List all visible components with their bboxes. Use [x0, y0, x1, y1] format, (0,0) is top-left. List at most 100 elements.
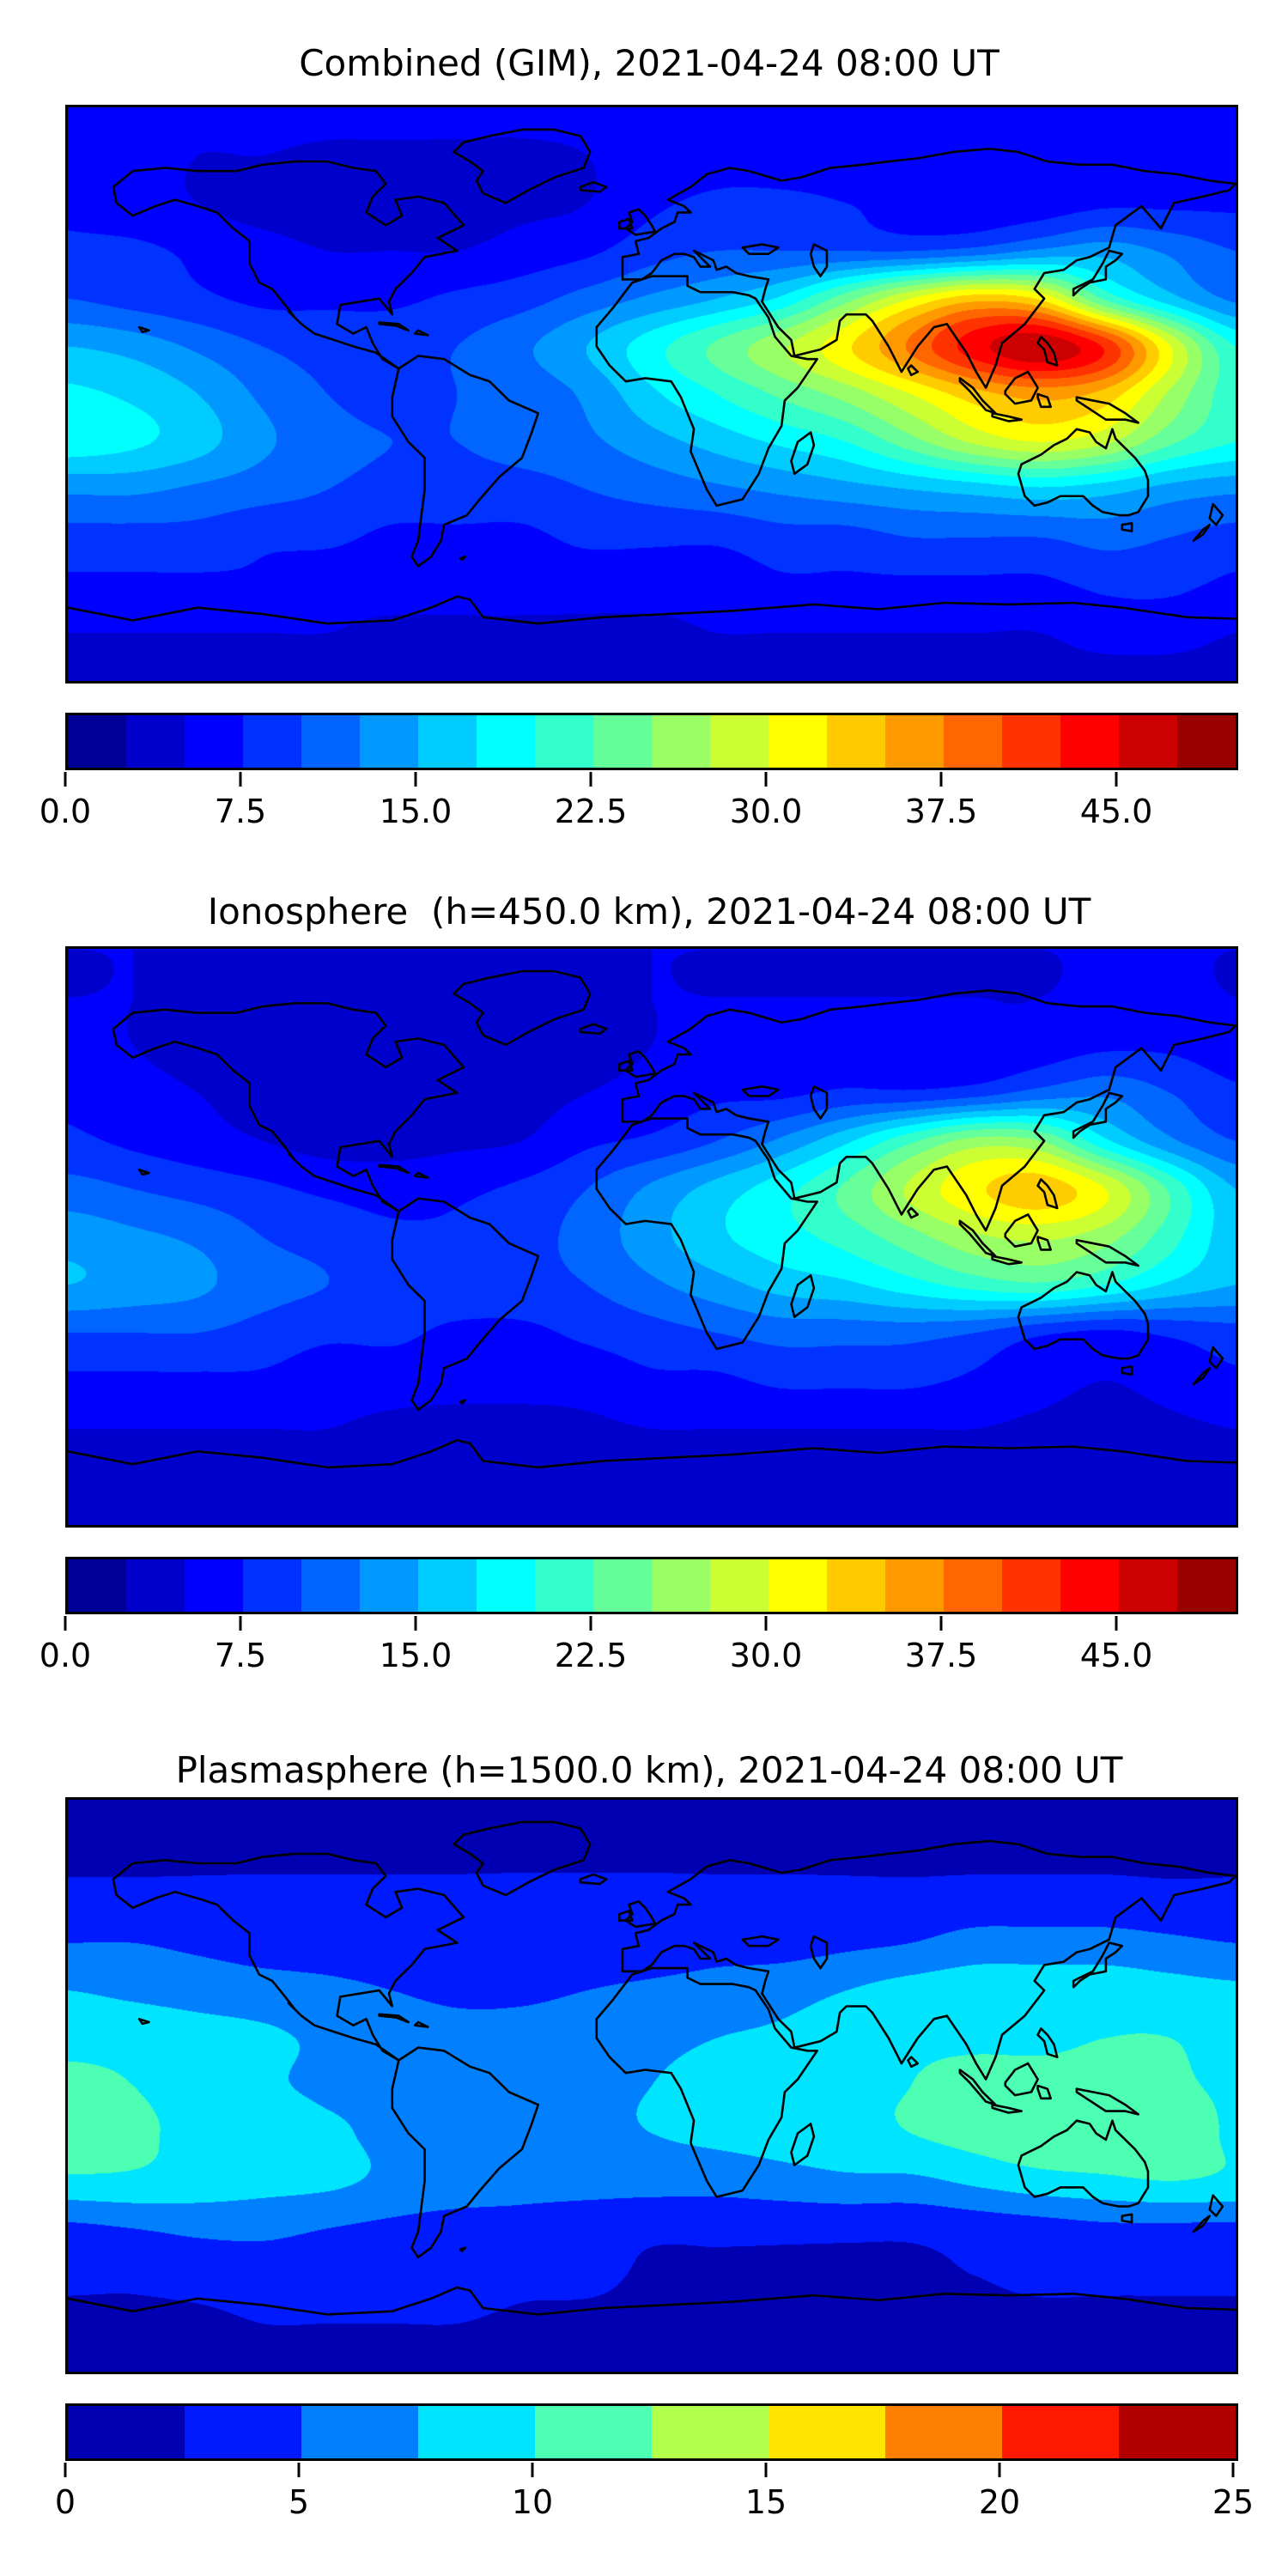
- colorbar-segment: [1060, 715, 1119, 768]
- colorbar-segment: [1002, 715, 1060, 768]
- colorbar-segment: [418, 2406, 535, 2458]
- colorbar-segment: [1002, 2406, 1119, 2458]
- colorbar-segment: [769, 2406, 885, 2458]
- colorbar-segment: [1119, 2406, 1236, 2458]
- colorbar-segment: [652, 715, 710, 768]
- colorbar-segment: [827, 1559, 885, 1612]
- colorbar-tick-label: 20: [978, 2483, 1021, 2521]
- colorbar-segment: [301, 2406, 418, 2458]
- colorbar-segment: [885, 1559, 944, 1612]
- colorbar-segment: [185, 2406, 301, 2458]
- colorbar-segment: [418, 1559, 477, 1612]
- map-plasmasphere: [65, 1797, 1238, 2374]
- colorbar-tick-mark: [239, 1616, 242, 1631]
- colorbar-tick-mark: [64, 2463, 67, 2477]
- colorbar-segment: [885, 715, 944, 768]
- world-coastlines: [68, 1800, 1236, 2372]
- colorbar-segment: [126, 1559, 185, 1612]
- colorbar-tick-label: 37.5: [904, 1637, 978, 1674]
- colorbar-tick-mark: [1115, 1616, 1118, 1631]
- colorbar-tick-mark: [939, 772, 943, 787]
- colorbar-segment: [1177, 715, 1236, 768]
- colorbar-tick-mark: [239, 772, 242, 787]
- colorbar-tick-label: 22.5: [554, 793, 628, 830]
- colorbar-tick-label: 0.0: [39, 793, 92, 830]
- world-coastlines: [68, 949, 1236, 1525]
- colorbar-tick-label: 45.0: [1079, 793, 1153, 830]
- colorbar-segment: [652, 2406, 769, 2458]
- colorbar-combined: [65, 713, 1238, 770]
- colorbar-segment: [126, 715, 185, 768]
- colorbar-tick-label: 15.0: [379, 1637, 453, 1674]
- colorbar-tick-mark: [1231, 2463, 1235, 2477]
- colorbar-segment: [68, 715, 126, 768]
- colorbar-tick-mark: [939, 1616, 943, 1631]
- colorbar-segment: [710, 715, 769, 768]
- colorbar-tick-mark: [297, 2463, 301, 2477]
- colorbar-segment: [185, 715, 243, 768]
- colorbar-tick-mark: [414, 772, 417, 787]
- panel-title-combined: Combined (GIM), 2021-04-24 08:00 UT: [299, 42, 999, 84]
- colorbar-tick-label: 45.0: [1079, 1637, 1153, 1674]
- colorbar-segment: [477, 1559, 535, 1612]
- colorbar-segment: [418, 715, 477, 768]
- colorbar-segment: [1177, 1559, 1236, 1612]
- colorbar-tick-label: 7.5: [214, 1637, 267, 1674]
- colorbar-tick-mark: [764, 772, 768, 787]
- colorbar-segment: [360, 1559, 418, 1612]
- colorbar-segment: [885, 2406, 1002, 2458]
- colorbar-tick-label: 0.0: [39, 1637, 92, 1674]
- colorbar-tick-label: 7.5: [214, 793, 267, 830]
- colorbar-segment: [1002, 1559, 1060, 1612]
- colorbar-tick-mark: [414, 1616, 417, 1631]
- colorbar-segment: [769, 715, 827, 768]
- world-coastlines: [68, 107, 1236, 681]
- colorbar-segment: [535, 2406, 652, 2458]
- colorbar-tick-label: 22.5: [554, 1637, 628, 1674]
- colorbar-segment: [68, 2406, 185, 2458]
- colorbar-segment: [944, 1559, 1002, 1612]
- colorbar-tick-label: 30.0: [729, 1637, 803, 1674]
- colorbar-segment: [1060, 1559, 1119, 1612]
- colorbar-tick-mark: [64, 772, 67, 787]
- colorbar-tick-mark: [531, 2463, 534, 2477]
- colorbar-segment: [243, 715, 301, 768]
- colorbar-tick-label: 15: [744, 2483, 787, 2521]
- colorbar-tick-label: 0: [54, 2483, 76, 2521]
- colorbar-tick-label: 25: [1212, 2483, 1255, 2521]
- colorbar-tick-mark: [589, 1616, 592, 1631]
- colorbar-ticks-plasmasphere: 0 5 10 15 20 25: [55, 2463, 1254, 2540]
- colorbar-segment: [301, 715, 360, 768]
- colorbar-plasmasphere: [65, 2403, 1238, 2461]
- colorbar-segment: [477, 715, 535, 768]
- panel-title-plasmasphere: Plasmasphere (h=1500.0 km), 2021-04-24 0…: [175, 1749, 1123, 1791]
- colorbar-tick-label: 37.5: [904, 793, 978, 830]
- map-ionosphere: [65, 946, 1238, 1528]
- colorbar-ticks-combined: 0.0 7.5 15.0 22.5 30.0 37.5 45.0: [39, 772, 1233, 849]
- colorbar-segment: [652, 1559, 710, 1612]
- colorbar-segment: [535, 1559, 593, 1612]
- colorbar-tick-mark: [64, 1616, 67, 1631]
- colorbar-tick-mark: [589, 772, 592, 787]
- colorbar-segment: [68, 1559, 126, 1612]
- colorbar-segment: [593, 1559, 652, 1612]
- colorbar-segment: [535, 715, 593, 768]
- colorbar-segment: [185, 1559, 243, 1612]
- colorbar-tick-label: 30.0: [729, 793, 803, 830]
- colorbar-tick-label: 10: [511, 2483, 554, 2521]
- colorbar-segment: [301, 1559, 360, 1612]
- colorbar-tick-mark: [764, 1616, 768, 1631]
- colorbar-segment: [944, 715, 1002, 768]
- colorbar-segment: [243, 1559, 301, 1612]
- colorbar-segment: [360, 715, 418, 768]
- colorbar-segment: [827, 715, 885, 768]
- colorbar-tick-label: 5: [288, 2483, 310, 2521]
- colorbar-segment: [593, 715, 652, 768]
- colorbar-tick-mark: [998, 2463, 1001, 2477]
- colorbar-segment: [769, 1559, 827, 1612]
- colorbar-segment: [1119, 715, 1177, 768]
- colorbar-tick-label: 15.0: [379, 793, 453, 830]
- map-combined: [65, 105, 1238, 683]
- colorbar-segment: [1119, 1559, 1177, 1612]
